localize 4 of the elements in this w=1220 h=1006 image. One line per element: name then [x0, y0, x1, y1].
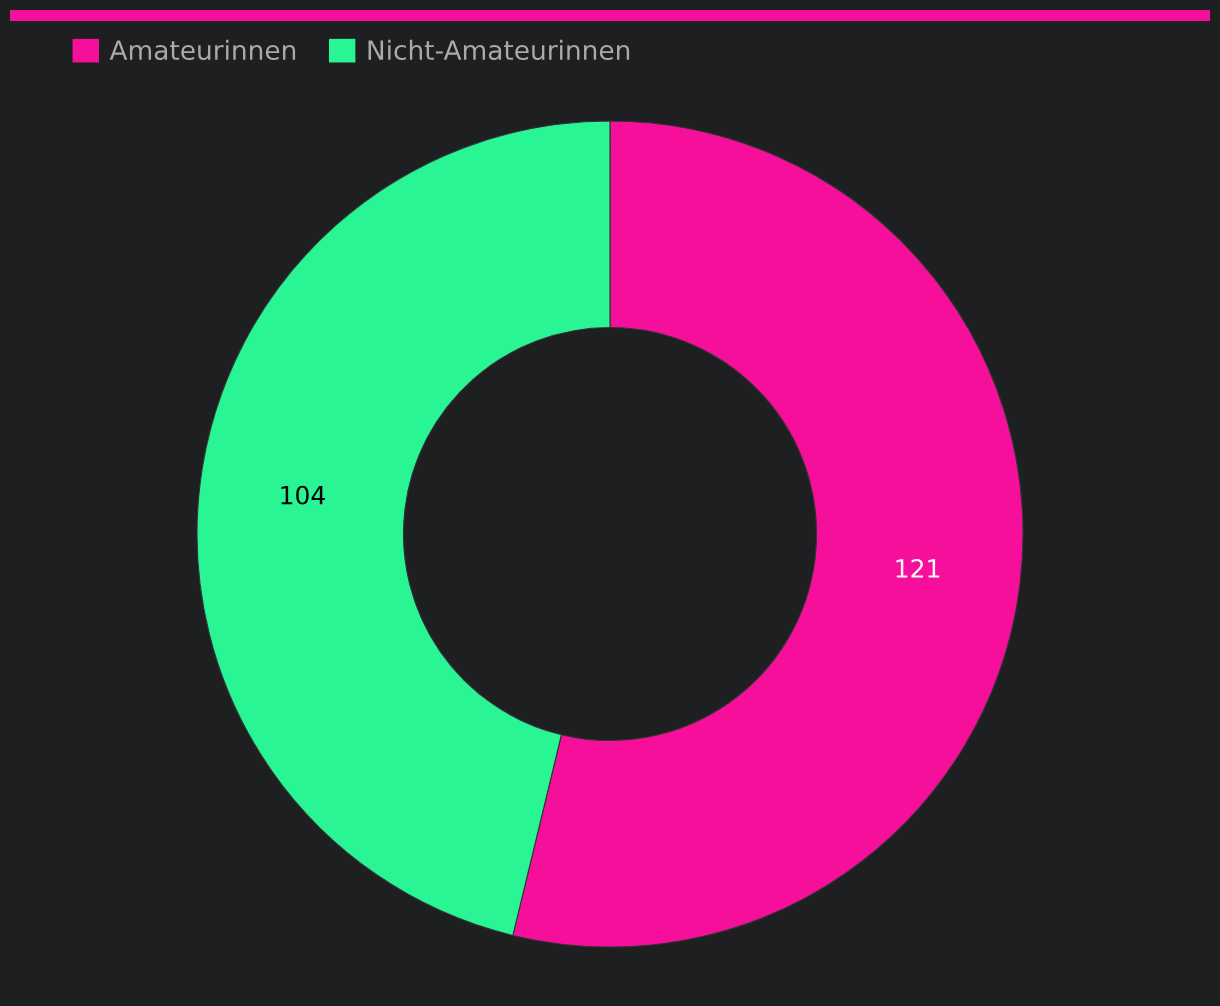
data-label: 121: [896, 559, 940, 578]
legend-label: Nicht-Amateurinnen: [368, 39, 630, 61]
data-label: 104: [281, 485, 325, 505]
legend-label: Amateurinnen: [109, 39, 296, 61]
